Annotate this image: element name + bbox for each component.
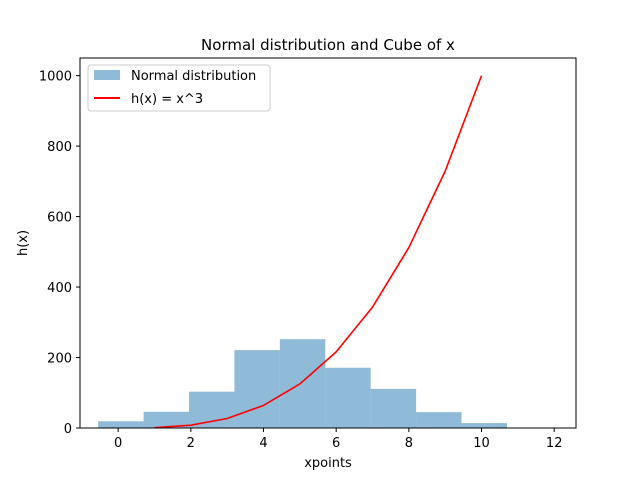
line-series-cube	[154, 75, 483, 429]
histogram-bar-4	[279, 339, 326, 428]
histogram-bars	[98, 339, 553, 428]
histogram-bar-1	[143, 411, 190, 428]
legend-label-line: h(x) = x^3	[131, 92, 203, 107]
legend-box	[87, 64, 271, 112]
x-tick-label: 10	[473, 436, 490, 451]
histogram-bar-3	[234, 350, 280, 428]
y-axis: 0 200 400 600 800 1000	[39, 70, 80, 437]
y-tick-label: 0	[64, 422, 72, 437]
legend-label-histogram: Normal distribution	[131, 69, 256, 84]
x-axis: 0 2 4 6 8 10 12	[114, 428, 562, 451]
x-axis-label: xpoints	[304, 456, 352, 471]
y-axis-label: h(x)	[16, 230, 31, 256]
y-tick-label: 600	[47, 211, 72, 226]
y-tick-label: 400	[47, 281, 72, 296]
legend-swatch-histogram	[94, 70, 120, 80]
y-tick-label: 800	[47, 140, 72, 155]
histogram-bar-7	[416, 412, 462, 428]
x-tick-label: 12	[546, 436, 563, 451]
line-layer	[154, 75, 483, 429]
x-tick-label: 4	[259, 436, 267, 451]
histogram-bar-2	[189, 391, 235, 428]
histogram-bar-6	[370, 388, 417, 428]
chart-title: Normal distribution and Cube of x	[201, 36, 455, 54]
legend: Normal distribution h(x) = x^3	[87, 64, 271, 112]
histogram-bar-0	[98, 421, 144, 428]
x-tick-label: 0	[114, 436, 122, 451]
x-tick-label: 2	[187, 436, 195, 451]
histogram-bar-5	[325, 367, 371, 428]
y-tick-label: 200	[47, 352, 72, 367]
x-tick-label: 6	[332, 436, 340, 451]
plot-frame	[79, 57, 577, 429]
x-tick-label: 8	[405, 436, 413, 451]
histogram-bar-8	[461, 423, 507, 428]
y-tick-label: 1000	[39, 70, 72, 85]
